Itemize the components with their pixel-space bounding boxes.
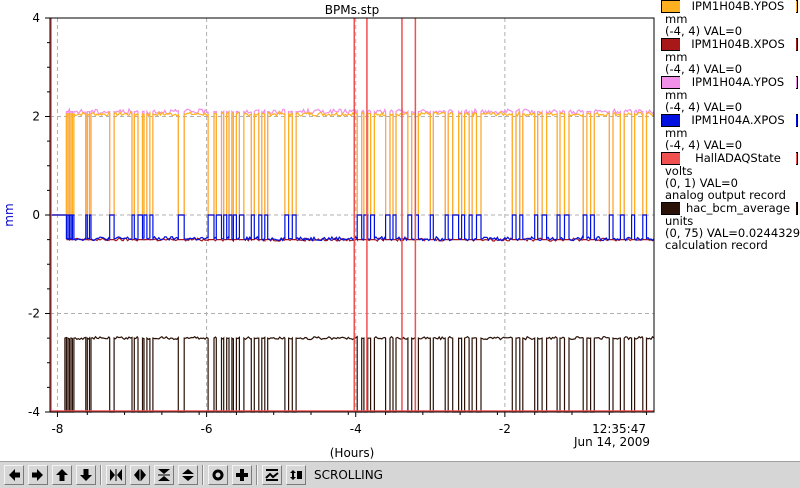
zoom-out-y-button[interactable] <box>178 465 198 485</box>
chart-title: BPMs.stp <box>325 3 379 17</box>
series-line-ipm1h04a-ypos <box>50 107 655 216</box>
legend-detail: mm <box>665 49 688 64</box>
series-line-hac-bcm-average <box>50 335 655 413</box>
circle-target-icon <box>212 469 224 481</box>
y-tick-label: 4 <box>32 11 40 25</box>
legend-detail: mm <box>665 12 688 26</box>
legend-detail: (-4, 4) VAL=0 <box>665 137 743 152</box>
zoom-in-horizontal-icon <box>110 469 122 481</box>
toolbar-separator <box>256 465 258 485</box>
y-tick-label: 2 <box>32 110 40 124</box>
legend-swatch: IPM1H04A.XPOS <box>661 113 798 127</box>
legend-entry[interactable]: IPM1H04A.XPOS mm (-4, 4) VAL=0 <box>658 113 800 152</box>
scroll-down-button[interactable] <box>76 465 96 485</box>
stop-scroll-button[interactable] <box>286 465 306 485</box>
toolbar-separator <box>202 465 204 485</box>
legend-swatch: hac_bcm_average <box>661 201 798 215</box>
scroll-arrows-icon <box>290 470 302 480</box>
legend-series-name: IPM1H04A.YPOS <box>680 75 796 89</box>
legend-detail: (-4, 4) VAL=0 <box>665 100 743 114</box>
legend-series-name: IPM1H04B.XPOS <box>680 37 796 51</box>
legend-detail: mm <box>665 87 688 102</box>
series-line-ipm1h04a-xpos <box>50 214 655 242</box>
arrow-right-icon <box>32 469 43 481</box>
arrow-down-icon <box>80 469 92 481</box>
scroll-right-button[interactable] <box>28 465 48 485</box>
arrow-up-icon <box>56 469 68 481</box>
x-tick-label: -4 <box>350 422 362 436</box>
legend: IPM1H04B.YPOS mm (-4, 4) VAL=0 IPM1H04B.XPO… <box>658 0 800 460</box>
legend-detail: calculation record <box>665 238 768 253</box>
strip-chart: -8 -6 -4 -2 4 2 0 -2 -4 BPMs.stp mm (Hours) 12:3… <box>2 3 655 460</box>
series-line-ipm1h04b-xpos <box>50 214 655 243</box>
legend-series-name: IPM1H04A.XPOS <box>680 113 796 127</box>
legend-swatch: IPM1H04B.XPOS <box>661 37 798 51</box>
x-axis-label: (Hours) <box>330 446 375 460</box>
legend-detail: (-4, 4) VAL=0 <box>665 24 743 39</box>
legend-detail: analog output record <box>665 188 786 202</box>
legend-detail: (0, 1) VAL=0 <box>665 175 738 190</box>
legend-detail: units <box>665 213 694 228</box>
legend-detail: volts <box>665 163 693 178</box>
legend-detail: (0, 75) VAL=0.0244329 <box>665 225 800 240</box>
x-tick-label: -6 <box>201 422 213 436</box>
date-label: Jun 14, 2009 <box>573 435 650 449</box>
legend-series-name: IPM1H04B.YPOS <box>680 0 796 13</box>
legend-detail: (-4, 4) VAL=0 <box>665 62 743 77</box>
x-tick-label: -8 <box>51 422 63 436</box>
timestamp: 12:35:47 <box>592 422 646 436</box>
legend-entry[interactable]: hac_bcm_average units (0, 75) VAL=0.024432… <box>658 201 800 253</box>
pan-button[interactable] <box>232 465 252 485</box>
series-line-ipm1h04b-ypos <box>50 110 655 216</box>
legend-series-name: HallADAQState <box>680 151 796 165</box>
legend-series-name: hac_bcm_average <box>680 201 796 215</box>
scroll-up-button[interactable] <box>52 465 72 485</box>
legend-entry[interactable]: IPM1H04B.XPOS mm (-4, 4) VAL=0 <box>658 37 800 77</box>
zoom-in-y-button[interactable] <box>154 465 174 485</box>
toolbar: SCROLLING <box>0 461 800 488</box>
zoom-out-vertical-icon <box>182 469 194 481</box>
y-tick-label: 0 <box>32 208 40 222</box>
legend-swatch: IPM1H04B.YPOS <box>661 0 798 13</box>
zoom-out-horizontal-icon <box>134 469 146 481</box>
y-tick-label: -4 <box>28 405 40 419</box>
legend-swatch: IPM1H04A.YPOS <box>661 75 798 89</box>
toolbar-separator <box>100 465 102 485</box>
scrolling-status: SCROLLING <box>314 468 383 482</box>
series-layer <box>50 18 655 413</box>
zoom-in-vertical-icon <box>158 469 170 481</box>
legend-swatch: HallADAQState <box>661 151 798 165</box>
legend-detail: mm <box>665 125 688 140</box>
scroll-mode-icon <box>265 469 279 481</box>
y-axis-label: mm <box>2 203 16 226</box>
zoom-box-button[interactable] <box>208 465 228 485</box>
legend-entry[interactable]: IPM1H04A.YPOS mm (-4, 4) VAL=0 <box>658 75 800 114</box>
zoom-out-x-button[interactable] <box>130 465 150 485</box>
axes: -8 -6 -4 -2 4 2 0 -2 -4 <box>28 11 648 436</box>
crosshair-plus-icon <box>236 469 248 481</box>
legend-entry[interactable]: IPM1H04B.YPOS mm (-4, 4) VAL=0 <box>658 0 800 37</box>
legend-entry[interactable]: HallADAQState volts (0, 1) VAL=0 analog out… <box>658 151 800 202</box>
scroll-left-button[interactable] <box>4 465 24 485</box>
zoom-in-x-button[interactable] <box>106 465 126 485</box>
reset-scroll-button[interactable] <box>262 465 282 485</box>
arrow-left-icon <box>9 469 20 481</box>
x-tick-label: -2 <box>499 422 511 436</box>
y-tick-label: -2 <box>28 307 40 321</box>
